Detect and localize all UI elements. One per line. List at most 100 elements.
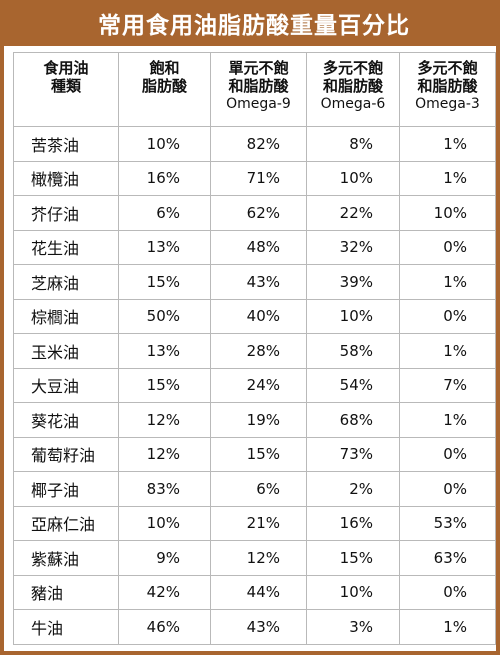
cell-oil-name: 玉米油 [13,333,119,369]
table-row: 豬油 42% 44% 10% 0% [13,574,496,610]
header-label: 種類 [50,77,81,95]
header-label: 單元不飽 [228,59,289,77]
cell-oil-name: 芥仔油 [13,195,119,231]
cell-omega6: 68% [306,402,400,438]
cell-omega6: 32% [306,229,400,265]
cell-omega6: 16% [306,505,400,541]
header-omega-label: Omega-6 [320,96,386,112]
cell-saturated: 13% [118,333,211,369]
cell-oil-name: 芝麻油 [13,264,119,300]
header-label: 和脂肪酸 [228,77,289,95]
cell-omega9: 21% [210,505,307,541]
cell-omega3: 1% [399,160,496,196]
cell-oil-name: 花生油 [13,229,119,265]
cell-omega9: 82% [210,126,307,162]
cell-oil-name: 葡萄籽油 [13,436,119,472]
table-body: 苦茶油 10% 82% 8% 1% 橄欖油 16% 71% 10% 1% 芥仔油 6% 62% 22% 10… [13,126,496,645]
table-row: 玉米油 13% 28% 58% 1% [13,333,496,369]
cell-omega6: 15% [306,540,400,576]
cell-omega9: 43% [210,609,307,645]
cell-oil-name: 大豆油 [13,367,119,403]
cell-omega3: 1% [399,402,496,438]
cell-saturated: 83% [118,471,211,507]
cell-omega6: 22% [306,195,400,231]
cell-saturated: 16% [118,160,211,196]
cell-omega3: 0% [399,574,496,610]
cell-saturated: 46% [118,609,211,645]
table-row: 牛油 46% 43% 3% 1% [13,609,496,645]
cell-omega9: 71% [210,160,307,196]
cell-saturated: 10% [118,126,211,162]
cell-omega6: 58% [306,333,400,369]
table-row: 椰子油 83% 6% 2% 0% [13,471,496,507]
cell-saturated: 9% [118,540,211,576]
cell-omega6: 10% [306,574,400,610]
cell-oil-name: 葵花油 [13,402,119,438]
cell-oil-name: 苦茶油 [13,126,119,162]
cell-oil-name: 橄欖油 [13,160,119,196]
cell-omega9: 48% [210,229,307,265]
cell-omega6: 8% [306,126,400,162]
header-saturated: 飽和 脂肪酸 [118,52,211,127]
cell-omega3: 7% [399,367,496,403]
cell-omega6: 10% [306,298,400,334]
table-row: 花生油 13% 48% 32% 0% [13,229,496,265]
cell-omega9: 43% [210,264,307,300]
header-label: 飽和 [149,59,180,77]
cell-omega9: 40% [210,298,307,334]
cell-omega6: 73% [306,436,400,472]
header-poly-omega3: 多元不飽 和脂肪酸 Omega-3 [399,52,496,127]
cell-saturated: 6% [118,195,211,231]
table-row: 芝麻油 15% 43% 39% 1% [13,264,496,300]
cell-omega3: 1% [399,264,496,300]
cell-omega9: 44% [210,574,307,610]
cell-omega9: 19% [210,402,307,438]
cell-omega9: 12% [210,540,307,576]
header-label: 脂肪酸 [141,77,187,95]
cell-omega9: 24% [210,367,307,403]
cell-saturated: 13% [118,229,211,265]
cell-saturated: 12% [118,436,211,472]
header-oil-type: 食用油 種類 [13,52,119,127]
cell-saturated: 12% [118,402,211,438]
cell-omega6: 3% [306,609,400,645]
table-row: 苦茶油 10% 82% 8% 1% [13,126,496,162]
cell-omega3: 0% [399,436,496,472]
cell-omega6: 39% [306,264,400,300]
cell-oil-name: 豬油 [13,574,119,610]
cell-omega9: 28% [210,333,307,369]
cell-omega3: 0% [399,298,496,334]
table-row: 葡萄籽油 12% 15% 73% 0% [13,436,496,472]
page-title: 常用食用油脂肪酸重量百分比 [4,0,500,46]
table-row: 紫蘇油 9% 12% 15% 63% [13,540,496,576]
table-row: 橄欖油 16% 71% 10% 1% [13,160,496,196]
cell-omega3: 63% [399,540,496,576]
header-label: 食用油 [43,59,89,77]
cell-omega9: 6% [210,471,307,507]
cell-omega9: 15% [210,436,307,472]
cell-oil-name: 棕櫚油 [13,298,119,334]
fatty-acid-table: 食用油 種類 飽和 脂肪酸 單元不飽 和脂肪酸 Omega-9 多元不飽 和脂肪… [13,52,496,645]
cell-saturated: 50% [118,298,211,334]
header-omega-label: Omega-9 [226,96,291,112]
header-poly-omega6: 多元不飽 和脂肪酸 Omega-6 [306,52,400,127]
cell-omega3: 10% [399,195,496,231]
cell-omega9: 62% [210,195,307,231]
cell-omega3: 1% [399,609,496,645]
table-row: 葵花油 12% 19% 68% 1% [13,402,496,438]
header-mono-omega9: 單元不飽 和脂肪酸 Omega-9 [210,52,307,127]
header-omega-label: Omega-3 [415,96,480,112]
header-label: 和脂肪酸 [417,77,478,95]
header-label: 和脂肪酸 [322,77,383,95]
cell-oil-name: 紫蘇油 [13,540,119,576]
table-row: 大豆油 15% 24% 54% 7% [13,367,496,403]
cell-omega3: 1% [399,333,496,369]
cell-oil-name: 椰子油 [13,471,119,507]
cell-oil-name: 牛油 [13,609,119,645]
table-header: 食用油 種類 飽和 脂肪酸 單元不飽 和脂肪酸 Omega-9 多元不飽 和脂肪… [13,52,496,127]
cell-omega6: 2% [306,471,400,507]
header-label: 多元不飽 [417,59,478,77]
cell-saturated: 42% [118,574,211,610]
cell-omega3: 53% [399,505,496,541]
